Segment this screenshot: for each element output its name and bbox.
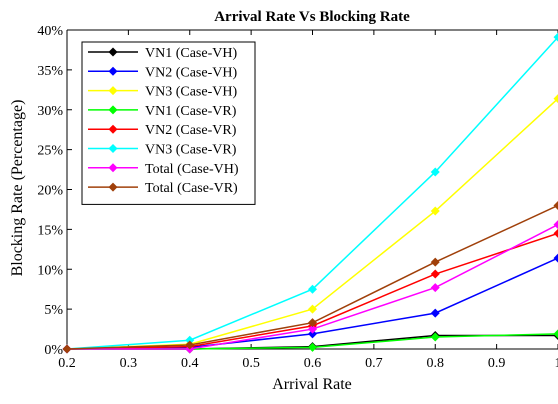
legend-label: VN2 (Case-VH) bbox=[145, 65, 237, 80]
x-tick-label: 0.5 bbox=[242, 356, 260, 371]
x-tick-label: 0.2 bbox=[58, 356, 76, 371]
legend: VN1 (Case-VH) VN2 (Case-VH) VN3 (Case-VH) V… bbox=[82, 42, 255, 204]
y-axis-label: Blocking Rate (Percentage) bbox=[9, 100, 26, 277]
series-point bbox=[431, 283, 440, 292]
x-tick-label: 0.4 bbox=[181, 356, 199, 371]
series-point bbox=[308, 343, 317, 352]
y-tick-label: 25% bbox=[37, 144, 63, 159]
series-point bbox=[554, 229, 558, 238]
chart-title: Arrival Rate Vs Blocking Rate bbox=[214, 9, 410, 25]
series-point bbox=[431, 270, 440, 279]
x-axis-label: Arrival Rate bbox=[272, 376, 352, 393]
y-tick-label: 5% bbox=[44, 303, 63, 318]
series-point bbox=[554, 220, 558, 229]
x-tick-label: 0.3 bbox=[120, 356, 138, 371]
y-tick-label: 20% bbox=[37, 184, 63, 199]
series-point bbox=[431, 333, 440, 342]
x-tick-label: 0.7 bbox=[365, 356, 383, 371]
series-point bbox=[431, 258, 440, 267]
y-tick-label: 30% bbox=[37, 104, 63, 119]
y-tick-label: 15% bbox=[37, 223, 63, 238]
y-tick-label: 10% bbox=[37, 263, 63, 278]
x-tick-label: 0.6 bbox=[304, 356, 322, 371]
series-point bbox=[431, 309, 440, 318]
legend-label: VN3 (Case-VR) bbox=[145, 143, 237, 158]
legend-label: VN1 (Case-VR) bbox=[145, 104, 237, 119]
legend-label: VN2 (Case-VR) bbox=[145, 123, 237, 138]
legend-label: VN1 (Case-VH) bbox=[145, 46, 237, 61]
series-point bbox=[554, 254, 558, 263]
legend-label: Total (Case-VH) bbox=[145, 162, 239, 177]
x-tick-label: 1 bbox=[555, 356, 558, 371]
series-point bbox=[554, 201, 558, 210]
series-point bbox=[63, 345, 72, 354]
x-tick-label: 0.8 bbox=[427, 356, 445, 371]
legend-label: VN3 (Case-VH) bbox=[145, 85, 237, 100]
y-tick-label: 40% bbox=[37, 24, 63, 39]
y-tick-label: 0% bbox=[44, 343, 63, 358]
legend-label: Total (Case-VR) bbox=[145, 181, 238, 196]
y-tick-label: 35% bbox=[37, 64, 63, 79]
x-tick-label: 0.9 bbox=[488, 356, 506, 371]
